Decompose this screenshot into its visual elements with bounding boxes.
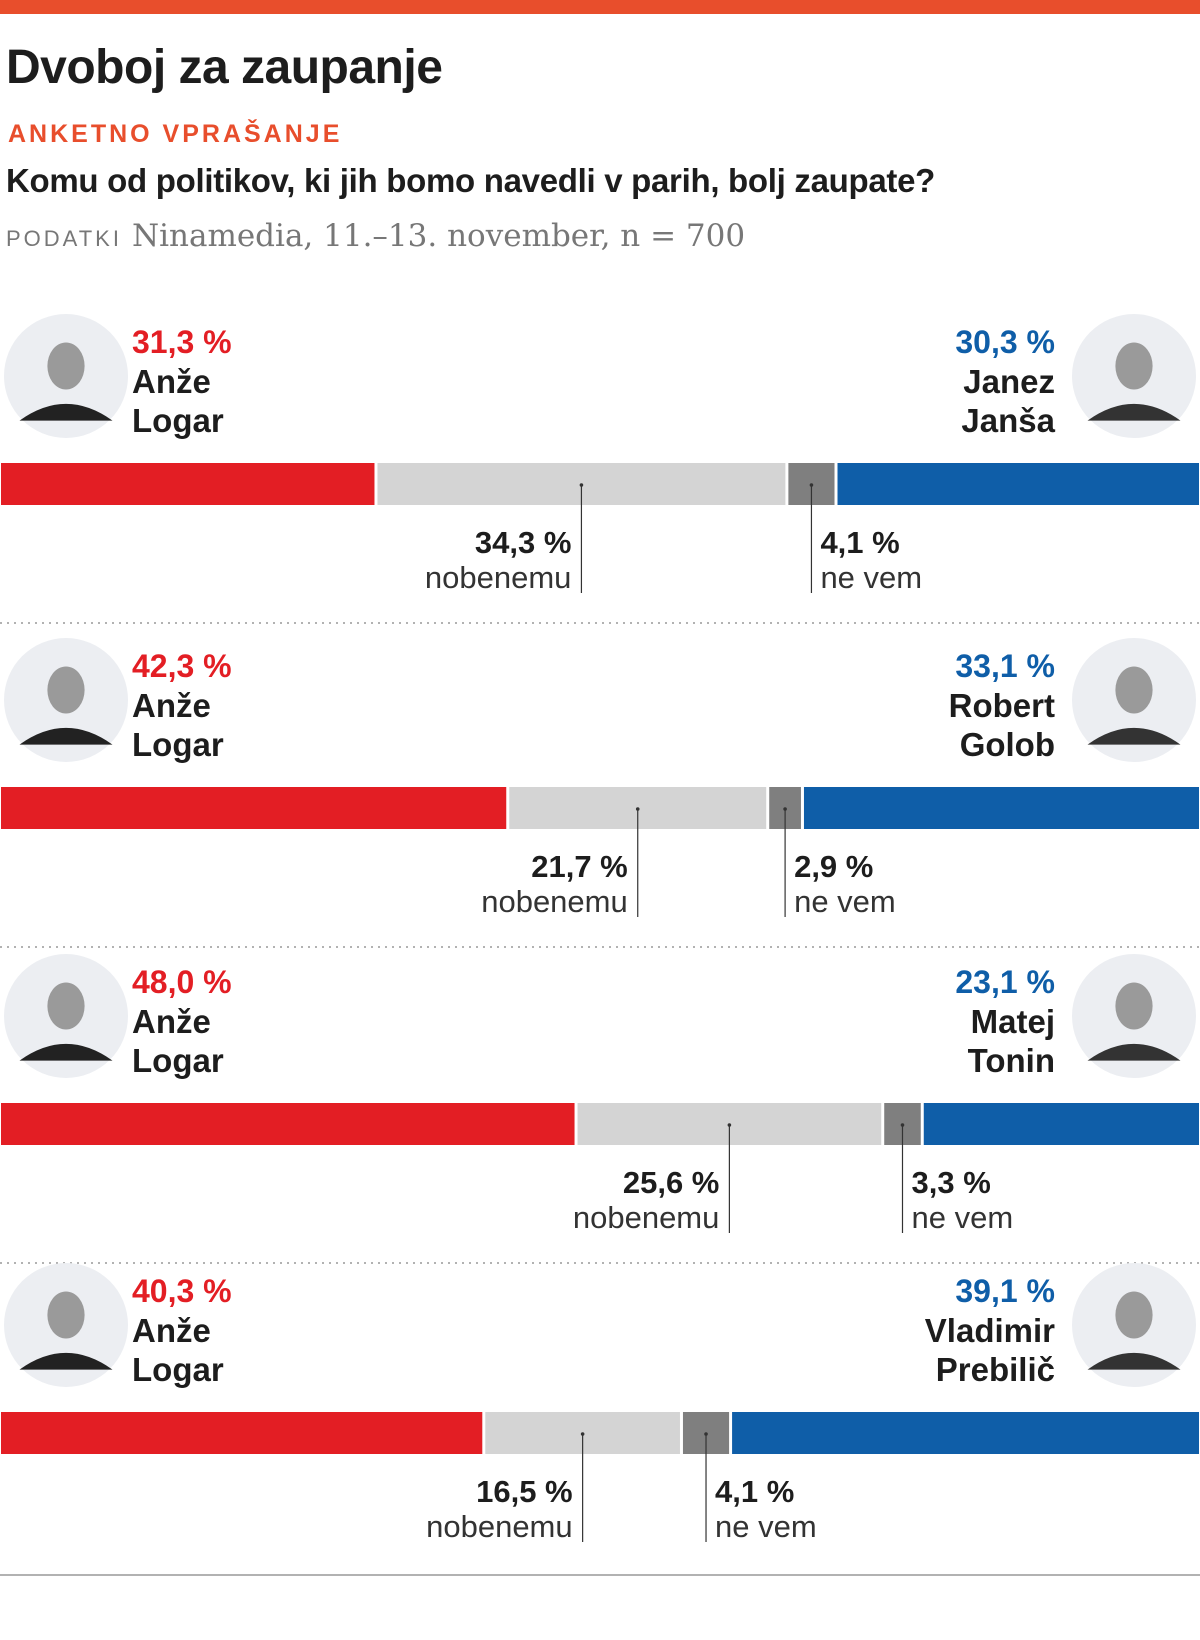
nobenemu-label: nobenemu	[426, 1509, 573, 1544]
right-last-name: Golob	[960, 726, 1055, 763]
survey-question: Komu od politikov, ki jih bomo navedli v…	[6, 162, 936, 199]
bar-segment-left	[1, 787, 507, 829]
bar-segment-right	[923, 1103, 1199, 1145]
portrait-right-0-shoulders	[1087, 403, 1181, 421]
left-last-name: Logar	[132, 1351, 224, 1388]
leader-dot-ne-vem	[704, 1432, 708, 1436]
portrait-left-2-head	[47, 982, 85, 1030]
portrait-left-3-shoulders	[19, 1352, 113, 1370]
source-label: PODATKI	[6, 226, 122, 251]
nobenemu-label: nobenemu	[481, 884, 628, 919]
right-last-name: Prebilič	[936, 1351, 1055, 1388]
nobenemu-value-label: 21,7 %	[531, 849, 628, 884]
leader-dot-nobenemu	[727, 1123, 732, 1127]
left-first-name: Anže	[132, 1003, 211, 1040]
chart-title: Dvoboj za zaupanje	[6, 41, 443, 94]
left-first-name: Anže	[132, 1312, 211, 1349]
right-first-name: Robert	[949, 687, 1055, 724]
ne-vem-value-label: 4,1 %	[820, 525, 899, 560]
kicker-label: ANKETNO VPRAŠANJE	[8, 120, 343, 148]
left-value-label: 31,3 %	[132, 324, 232, 360]
leader-dot-ne-vem	[900, 1123, 905, 1127]
source-text: Ninamedia, 11.–13. november, n = 700	[131, 218, 746, 254]
portrait-left-0-shoulders	[19, 403, 113, 421]
portrait-right-2-head	[1115, 982, 1153, 1030]
source-line: PODATKI Ninamedia, 11.–13. november, n = …	[6, 218, 745, 254]
ne-vem-label: ne vem	[820, 560, 922, 595]
right-value-label: 39,1 %	[955, 1273, 1055, 1309]
right-value-label: 30,3 %	[955, 324, 1055, 360]
ne-vem-label: ne vem	[715, 1509, 817, 1544]
left-value-label: 48,0 %	[132, 964, 232, 1000]
portrait-left-3-head	[47, 1291, 85, 1339]
left-first-name: Anže	[132, 687, 211, 724]
bar-segment-left	[1, 1412, 483, 1454]
bar-segment-right	[732, 1412, 1199, 1454]
bar-segment-left	[1, 1103, 575, 1145]
nobenemu-value-label: 25,6 %	[623, 1165, 720, 1200]
ne-vem-label: ne vem	[911, 1200, 1013, 1235]
leader-dot-nobenemu	[580, 1432, 585, 1436]
ne-vem-label: ne vem	[794, 884, 896, 919]
left-value-label: 40,3 %	[132, 1273, 232, 1309]
right-last-name: Janša	[961, 402, 1055, 439]
leader-dot-nobenemu	[635, 807, 640, 811]
bar-segment-right	[803, 787, 1199, 829]
portrait-right-0-head	[1115, 342, 1153, 390]
left-value-label: 42,3 %	[132, 648, 232, 684]
portrait-right-3-head	[1115, 1291, 1153, 1339]
portrait-left-1-shoulders	[19, 727, 113, 745]
portrait-right-1-head	[1115, 666, 1153, 714]
right-first-name: Janez	[963, 363, 1055, 400]
nobenemu-value-label: 16,5 %	[476, 1474, 573, 1509]
ne-vem-value-label: 2,9 %	[794, 849, 873, 884]
right-value-label: 33,1 %	[955, 648, 1055, 684]
leader-dot-nobenemu	[579, 483, 584, 487]
portrait-right-2-shoulders	[1087, 1043, 1181, 1061]
leader-dot-ne-vem	[783, 807, 787, 811]
right-value-label: 23,1 %	[955, 964, 1055, 1000]
portrait-left-1-head	[47, 666, 85, 714]
right-first-name: Vladimir	[925, 1312, 1055, 1349]
left-last-name: Logar	[132, 726, 224, 763]
left-last-name: Logar	[132, 1042, 224, 1079]
ne-vem-value-label: 3,3 %	[911, 1165, 990, 1200]
ne-vem-value-label: 4,1 %	[715, 1474, 794, 1509]
portrait-left-0-head	[47, 342, 85, 390]
portrait-right-3-shoulders	[1087, 1352, 1181, 1370]
portrait-left-2-shoulders	[19, 1043, 113, 1061]
bar-segment-right	[837, 463, 1199, 505]
top-accent-bar	[0, 0, 1200, 14]
left-last-name: Logar	[132, 402, 224, 439]
nobenemu-value-label: 34,3 %	[475, 525, 572, 560]
bar-segment-left	[1, 463, 375, 505]
right-last-name: Tonin	[968, 1042, 1055, 1079]
portrait-right-1-shoulders	[1087, 727, 1181, 745]
nobenemu-label: nobenemu	[425, 560, 572, 595]
nobenemu-label: nobenemu	[573, 1200, 720, 1235]
left-first-name: Anže	[132, 363, 211, 400]
right-first-name: Matej	[971, 1003, 1055, 1040]
leader-dot-ne-vem	[809, 483, 814, 487]
